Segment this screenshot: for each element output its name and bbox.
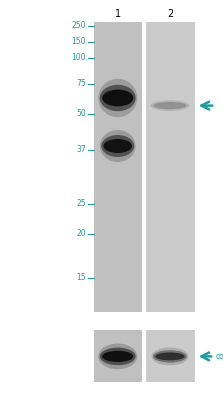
Text: 20: 20: [76, 230, 86, 238]
Ellipse shape: [102, 351, 133, 362]
Text: 250: 250: [71, 22, 86, 30]
Ellipse shape: [151, 100, 190, 111]
Ellipse shape: [152, 348, 188, 365]
Text: 2: 2: [167, 9, 173, 19]
Ellipse shape: [155, 352, 185, 360]
Bar: [94, 330, 142, 382]
Text: 25: 25: [76, 200, 86, 208]
Ellipse shape: [100, 85, 136, 111]
Ellipse shape: [98, 79, 137, 117]
Bar: [146, 22, 195, 312]
Bar: [146, 330, 195, 382]
Ellipse shape: [100, 348, 136, 365]
Ellipse shape: [103, 139, 132, 153]
Bar: [94, 22, 142, 312]
Ellipse shape: [153, 102, 186, 109]
Text: 37: 37: [76, 146, 86, 154]
Ellipse shape: [98, 344, 137, 369]
Ellipse shape: [100, 130, 136, 162]
Ellipse shape: [153, 350, 187, 362]
Text: 15: 15: [76, 274, 86, 282]
Ellipse shape: [101, 135, 134, 157]
Text: 150: 150: [71, 38, 86, 46]
Text: control: control: [216, 352, 223, 361]
Ellipse shape: [102, 90, 133, 106]
Text: 1: 1: [115, 9, 121, 19]
Text: 100: 100: [71, 54, 86, 62]
Text: 50: 50: [76, 110, 86, 118]
Text: 75: 75: [76, 80, 86, 88]
